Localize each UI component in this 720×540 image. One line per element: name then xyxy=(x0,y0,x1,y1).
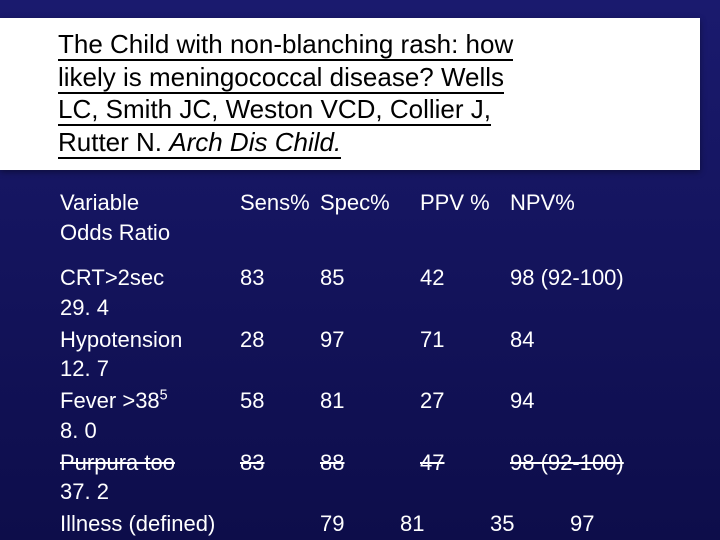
cell-sens: 83 xyxy=(240,448,320,478)
cell-variable: Fever >385 xyxy=(60,386,240,416)
slide-body: Variable Sens% Spec% PPV % NPV% Odds Rat… xyxy=(0,170,720,539)
cell-npv: 98 (92-100) xyxy=(510,263,680,293)
cell-variable: Purpura too xyxy=(60,448,240,478)
cell-ppv: 42 xyxy=(420,263,510,293)
cell-extra: 97 xyxy=(570,509,650,539)
cell-variable: Illness (defined) xyxy=(60,509,260,539)
table-row: Purpura too 83 88 47 98 (92-100) xyxy=(60,448,690,478)
cell-npv: 35 xyxy=(490,509,570,539)
cell-ppv: 27 xyxy=(420,386,510,416)
header-variable: Variable xyxy=(60,188,240,218)
cell-ppv: 71 xyxy=(420,325,510,355)
table-header-row: Variable Sens% Spec% PPV % NPV% xyxy=(60,188,690,218)
slide: The Child with non-blanching rash: how l… xyxy=(0,0,720,540)
cell-sens: 58 xyxy=(240,386,320,416)
title-line-1: The Child with non-blanching rash: how xyxy=(58,29,513,61)
title-line-3: LC, Smith JC, Weston VCD, Collier J, xyxy=(58,94,491,126)
header-ppv: PPV % xyxy=(420,188,510,218)
cell-sens: 28 xyxy=(240,325,320,355)
cell-sens xyxy=(260,509,320,539)
cell-spec: 81 xyxy=(320,386,420,416)
cell-variable: Hypotension xyxy=(60,325,240,355)
cell-spec: 85 xyxy=(320,263,420,293)
table-row: Hypotension 28 97 71 84 xyxy=(60,325,690,355)
cell-npv: 94 xyxy=(510,386,680,416)
cell-odds: 29. 4 xyxy=(60,293,690,323)
header-odds-ratio: Odds Ratio xyxy=(60,218,690,248)
cell-odds: 12. 7 xyxy=(60,354,690,384)
cell-ppv: 81 xyxy=(400,509,490,539)
cell-odds: 37. 2 xyxy=(60,477,690,507)
table-row: Fever >385 58 81 27 94 xyxy=(60,386,690,416)
table-row: CRT>2sec 83 85 42 98 (92-100) xyxy=(60,263,690,293)
title-line-2: likely is meningococcal disease? Wells xyxy=(58,62,504,94)
cell-spec: 79 xyxy=(320,509,400,539)
slide-title: The Child with non-blanching rash: how l… xyxy=(0,18,700,170)
cell-npv: 84 xyxy=(510,325,680,355)
cell-ppv: 47 xyxy=(420,448,510,478)
header-spec: Spec% xyxy=(320,188,420,218)
cell-variable: CRT>2sec xyxy=(60,263,240,293)
table-row: Illness (defined) 79 81 35 97 xyxy=(60,509,690,539)
cell-spec: 97 xyxy=(320,325,420,355)
cell-npv: 98 (92-100) xyxy=(510,448,680,478)
header-npv: NPV% xyxy=(510,188,680,218)
header-sens: Sens% xyxy=(240,188,320,218)
cell-spec: 88 xyxy=(320,448,420,478)
title-line-4: Rutter N. Arch Dis Child. xyxy=(58,127,341,159)
cell-sens: 83 xyxy=(240,263,320,293)
cell-odds: 8. 0 xyxy=(60,416,690,446)
